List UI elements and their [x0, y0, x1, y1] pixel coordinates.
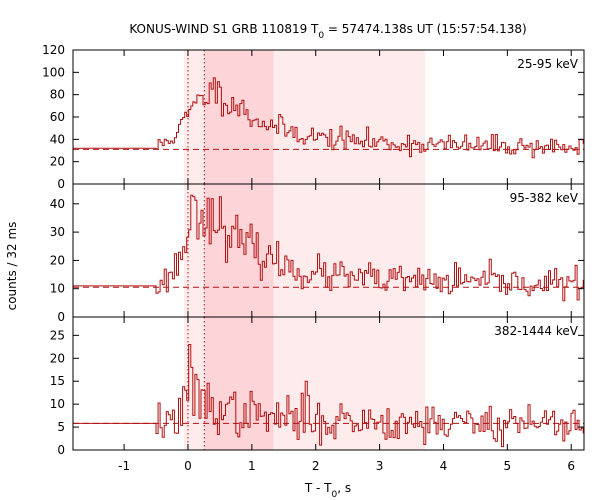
y-tick-label: 20	[50, 155, 65, 169]
interval-band-3	[183, 317, 205, 450]
y-axis-label: counts / 32 ms	[5, 222, 19, 311]
panel-2: 0 10 20 30 40 95-382 keV	[50, 183, 585, 324]
x-tick-label: 3	[376, 459, 384, 473]
y-tick-label: 10	[50, 397, 65, 411]
y-tick-label: 0	[57, 443, 65, 457]
y-tick-label: 80	[50, 88, 65, 102]
interval-band-1	[204, 50, 274, 184]
y-tick-label: 60	[50, 110, 65, 124]
y-tick-label: 20	[50, 253, 65, 267]
y-tick-label: 100	[42, 65, 65, 79]
interval-band-2	[273, 317, 426, 450]
interval-band-3	[183, 184, 205, 317]
y-tick-label: 15	[50, 374, 65, 388]
energy-band-label: 95-382 keV	[510, 191, 579, 205]
y-tick-label: 30	[50, 225, 65, 239]
y-tick-label: 120	[42, 43, 65, 57]
y-tick-label: 0	[57, 310, 65, 324]
y-tick-label: 40	[50, 132, 65, 146]
y-tick-label: 5	[57, 420, 65, 434]
interval-band-1	[204, 317, 274, 450]
lightcurve-2	[73, 194, 584, 302]
energy-band-label: 25-95 keV	[517, 57, 579, 71]
energy-band-label: 382-1444 keV	[494, 324, 578, 338]
panel-frame	[72, 316, 585, 451]
y-tick-label: 0	[57, 177, 65, 191]
y-tick-label: 20	[50, 351, 65, 365]
interval-band-2	[273, 184, 426, 317]
x-axis-label: T - T0, s	[304, 481, 351, 500]
x-tick-label: 1	[248, 459, 256, 473]
x-tick-label: 6	[567, 459, 575, 473]
x-tick-label: 5	[504, 459, 512, 473]
lightcurve-1	[73, 77, 584, 159]
y-tick-label: 40	[50, 197, 65, 211]
lightcurve-3	[73, 344, 584, 448]
panel-3: 0 5 10 15 20 25 382-1444 keV	[50, 316, 585, 457]
interval-band-3	[183, 50, 205, 184]
interval-band-1	[204, 184, 274, 317]
x-tick-label: 0	[184, 459, 192, 473]
x-tick-label: 4	[440, 459, 448, 473]
x-tick-label: 2	[312, 459, 320, 473]
panel-1: 0 20 40 60 80 100 120 25-95 keV	[42, 43, 585, 191]
interval-band-2	[273, 50, 426, 184]
x-tick-label: -1	[118, 459, 130, 473]
y-tick-label: 10	[50, 282, 65, 296]
y-tick-label: 25	[50, 328, 65, 342]
chart-title: KONUS-WIND S1 GRB 110819 T0 = 57474.138s…	[129, 22, 526, 41]
